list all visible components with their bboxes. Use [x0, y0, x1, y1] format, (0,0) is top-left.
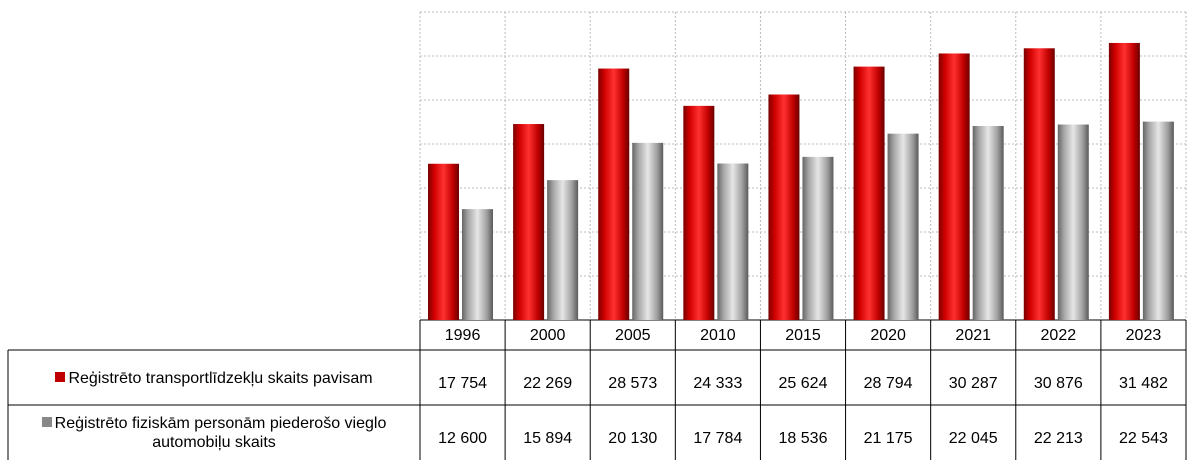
table-value: 28 794	[864, 375, 913, 392]
legend-swatch	[41, 417, 52, 427]
table-value: 31 482	[1119, 375, 1168, 392]
table-value: 30 876	[1034, 375, 1083, 392]
table-value: 22 269	[523, 375, 572, 392]
table-value: 15 894	[523, 430, 572, 447]
x-tick-label: 2021	[955, 327, 991, 344]
table-value: 21 175	[864, 430, 913, 447]
table-value: 22 045	[949, 430, 998, 447]
x-tick-label: 2000	[530, 327, 566, 344]
table-value: 18 536	[779, 430, 828, 447]
bar	[938, 53, 970, 321]
legend-swatch	[55, 371, 66, 382]
bar	[717, 163, 749, 320]
bar	[802, 156, 834, 320]
series-name-cell: Reģistrēto transportlīdzekļu skaits pavi…	[10, 352, 418, 404]
x-tick-label: 2015	[785, 327, 821, 344]
table-value: 30 287	[949, 375, 998, 392]
table-value: 24 333	[693, 375, 742, 392]
series-name-cell: Reģistrēto fiziskām personām piederošo v…	[10, 407, 418, 459]
table-value: 22 213	[1034, 430, 1083, 447]
bar	[547, 180, 579, 320]
bar	[768, 94, 800, 321]
table-value: 25 624	[779, 375, 828, 392]
table-value: 17 784	[693, 430, 742, 447]
bar	[683, 105, 715, 320]
x-tick-label: 2010	[700, 327, 736, 344]
bar	[972, 126, 1004, 320]
bar	[1108, 42, 1140, 320]
bar	[1023, 48, 1055, 320]
table-value: 20 130	[608, 430, 657, 447]
x-tick-label: 1996	[445, 327, 481, 344]
table-value: 28 573	[608, 375, 657, 392]
bar	[632, 142, 664, 320]
bar	[462, 209, 493, 320]
legend-entry: Reģistrēto fiziskām personām piederošo v…	[54, 415, 387, 451]
x-tick-label: 2005	[615, 327, 651, 344]
x-tick-label: 2023	[1126, 327, 1162, 344]
bar	[853, 66, 885, 321]
table-value: 22 543	[1119, 430, 1168, 447]
bar	[428, 163, 459, 320]
bar	[1057, 124, 1089, 320]
bar	[1142, 121, 1174, 320]
table-value: 12 600	[438, 430, 487, 447]
x-tick-label: 2020	[870, 327, 906, 344]
bar	[598, 68, 630, 320]
bar	[513, 124, 545, 320]
x-tick-label: 2022	[1041, 327, 1077, 344]
legend-entry: Reģistrēto transportlīdzekļu skaits pavi…	[68, 369, 373, 387]
table-value: 17 754	[438, 375, 487, 392]
bar	[887, 133, 919, 320]
